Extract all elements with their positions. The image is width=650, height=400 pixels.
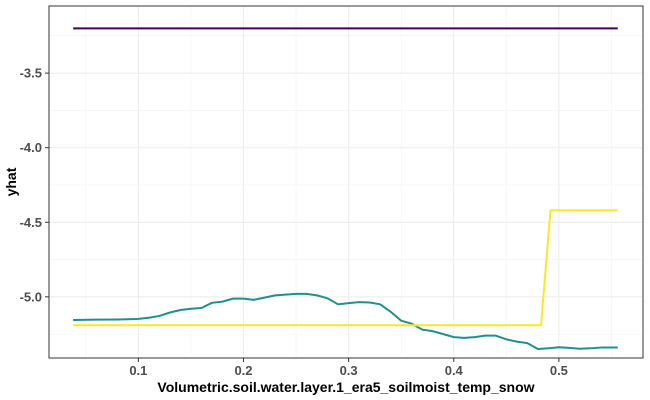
y-tick-label: -3.5: [20, 66, 42, 81]
x-tick-label: 0.3: [340, 363, 358, 378]
grid-lines: [49, 6, 643, 358]
x-tick-label: 0.5: [550, 363, 568, 378]
y-tick-label: -4.5: [20, 215, 42, 230]
x-tick-label: 0.1: [129, 363, 147, 378]
x-tick-label: 0.4: [445, 363, 464, 378]
x-tick-label: 0.2: [234, 363, 252, 378]
plot-border: [48, 5, 644, 359]
x-axis-title: Volumetric.soil.water.layer.1_era5_soilm…: [157, 379, 534, 395]
series-line-2: [73, 292, 618, 351]
series-line-3: [73, 209, 618, 327]
y-tick-label: -5.0: [20, 289, 42, 304]
y-axis-title: yhat: [3, 167, 19, 196]
y-tick-label: -4.0: [20, 140, 42, 155]
axis-ticks: 0.1 0.2 0.3 0.4 0.5 -3.5 -4.0 -4.5 -5.0: [20, 66, 568, 378]
series-lines: [73, 27, 618, 351]
